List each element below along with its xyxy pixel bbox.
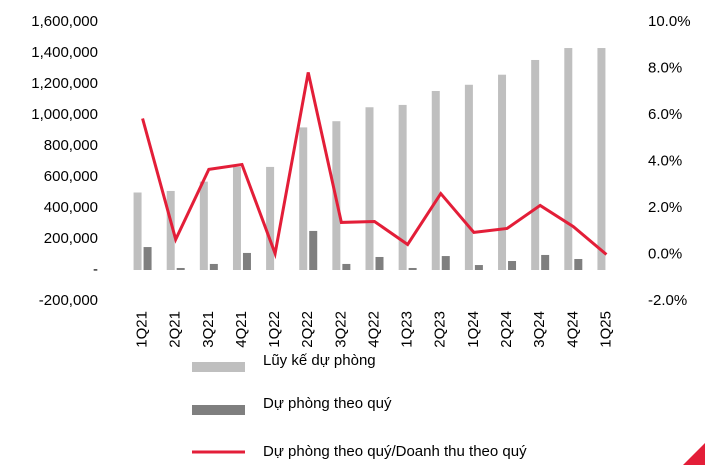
x-tick-label: 1Q22 xyxy=(266,311,283,348)
bar xyxy=(209,263,218,270)
legend-swatch xyxy=(192,362,245,372)
bar xyxy=(342,263,351,270)
x-tick-label: 4Q22 xyxy=(365,311,382,348)
bar xyxy=(166,190,175,270)
y-tick-label: 800,000 xyxy=(44,137,98,154)
x-tick-label: 2Q24 xyxy=(498,311,515,348)
y-tick-label: 1,600,000 xyxy=(31,13,98,30)
bar xyxy=(431,90,440,270)
x-tick-label: 1Q25 xyxy=(597,311,614,348)
bar xyxy=(408,267,417,270)
y2-tick-label: -2.0% xyxy=(648,292,687,309)
legend-label: Dự phòng theo quý xyxy=(263,395,392,412)
y-tick-label: 200,000 xyxy=(44,230,98,247)
bar xyxy=(531,59,540,270)
y2-tick-label: 0.0% xyxy=(648,245,682,262)
bar xyxy=(143,247,152,270)
bar xyxy=(309,230,318,270)
y-tick-label: 1,000,000 xyxy=(31,106,98,123)
bar xyxy=(242,252,251,270)
x-tick-label: 4Q24 xyxy=(564,311,581,348)
y2-tick-label: 8.0% xyxy=(648,59,682,76)
bar xyxy=(508,261,517,270)
legend-label: Lũy kế dự phòng xyxy=(263,352,376,369)
y-tick-label: 400,000 xyxy=(44,199,98,216)
y2-tick-label: 4.0% xyxy=(648,152,682,169)
x-tick-label: 2Q23 xyxy=(432,311,449,348)
bar xyxy=(176,267,185,270)
x-tick-label: 1Q23 xyxy=(399,311,416,348)
x-tick-label: 3Q22 xyxy=(332,311,349,348)
corner-decoration xyxy=(683,443,705,465)
legend-swatch xyxy=(192,405,245,415)
bar xyxy=(133,192,142,270)
bar xyxy=(597,48,606,270)
bar xyxy=(564,48,573,270)
x-tick-label: 3Q24 xyxy=(531,311,548,348)
bar xyxy=(574,258,583,270)
x-tick-label: 1Q24 xyxy=(465,311,482,348)
y-tick-label: - xyxy=(93,261,98,278)
bar xyxy=(398,104,407,270)
bar xyxy=(299,127,308,271)
y2-tick-label: 2.0% xyxy=(648,199,682,216)
y-tick-label: 1,400,000 xyxy=(31,44,98,61)
bar xyxy=(541,254,550,270)
x-tick-label: 2Q21 xyxy=(167,311,184,348)
x-tick-label: 4Q21 xyxy=(233,311,250,348)
legend-label: Dự phòng theo quý/Doanh thu theo quý xyxy=(263,443,527,460)
y-tick-label: 1,200,000 xyxy=(31,75,98,92)
y2-tick-label: 6.0% xyxy=(648,106,682,123)
y-tick-label: 600,000 xyxy=(44,168,98,185)
bar xyxy=(199,181,208,270)
bar xyxy=(474,265,483,270)
bar xyxy=(441,256,450,270)
bar xyxy=(375,256,384,270)
x-tick-label: 2Q22 xyxy=(299,311,316,348)
bar xyxy=(464,84,473,271)
bar xyxy=(365,107,374,270)
bar xyxy=(232,166,241,270)
bar xyxy=(266,166,275,270)
x-tick-label: 1Q21 xyxy=(134,311,151,348)
x-tick-label: 3Q21 xyxy=(200,311,217,348)
y2-tick-label: 10.0% xyxy=(648,13,691,30)
bar xyxy=(498,74,507,270)
line xyxy=(141,72,608,260)
y-tick-label: -200,000 xyxy=(39,292,98,309)
